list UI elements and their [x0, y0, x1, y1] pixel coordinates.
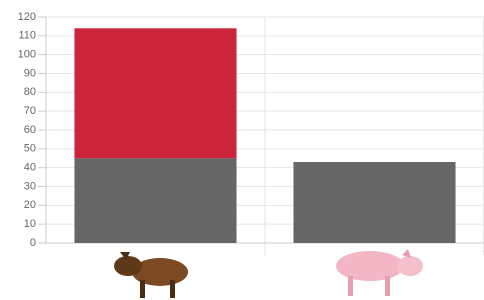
plot: 0 10 20 30 40 50 60 70 80 90 100 110 120 [18, 11, 484, 255]
y-tick-label: 0 [30, 237, 36, 249]
bar-segment [293, 162, 455, 243]
y-tick-label: 120 [18, 11, 36, 23]
y-tick-label: 70 [24, 105, 36, 117]
bar-segment [74, 28, 236, 158]
y-tick-label: 40 [24, 162, 36, 174]
boar-icon [114, 252, 188, 298]
y-tick-label: 90 [24, 67, 36, 79]
y-tick-label: 60 [24, 124, 36, 136]
pig-icon [336, 249, 423, 296]
y-tick-label: 110 [18, 30, 36, 42]
bar-segment [74, 158, 236, 243]
chart: 0 10 20 30 40 50 60 70 80 90 100 110 120 [0, 0, 484, 300]
y-tick-label: 30 [24, 180, 36, 192]
y-tick-label: 100 [18, 49, 36, 61]
y-tick-label: 20 [24, 199, 36, 211]
y-tick-label: 80 [24, 86, 36, 98]
y-tick-label: 10 [24, 218, 36, 230]
y-tick-label: 50 [24, 143, 36, 155]
